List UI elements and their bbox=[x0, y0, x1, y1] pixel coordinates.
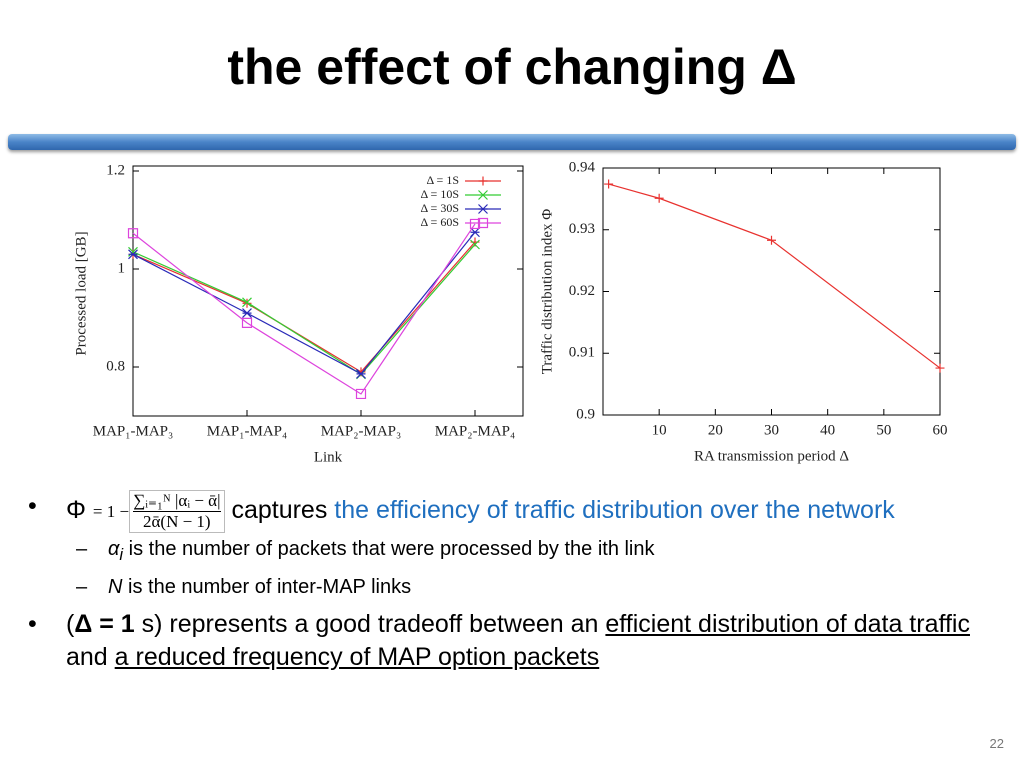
marker bbox=[355, 388, 367, 400]
y-tick-label: 0.94 bbox=[569, 159, 596, 175]
x-axis-label: RA transmission period Δ bbox=[694, 448, 849, 464]
marker bbox=[242, 297, 252, 308]
marker bbox=[127, 228, 139, 239]
y-axis-label: Processed load [GB] bbox=[73, 231, 89, 355]
series-line bbox=[132, 244, 476, 376]
page-number: 22 bbox=[989, 736, 1004, 751]
plot-frame bbox=[132, 165, 524, 417]
marker bbox=[242, 298, 252, 308]
series-line bbox=[132, 231, 476, 375]
x-tick-label: 30 bbox=[764, 422, 779, 438]
paren: ( bbox=[66, 610, 75, 638]
x-tick-label: 60 bbox=[933, 422, 948, 438]
bullet: • Φ = 1 − ∑ᵢ₌₁ᴺ |αᵢ − ᾱ| 2ᾱ(N − 1) captures… bbox=[28, 490, 895, 533]
y-tick-label: 0.92 bbox=[569, 283, 595, 299]
marker bbox=[241, 317, 253, 328]
marker bbox=[242, 308, 252, 319]
sub-bullet: – αi is the number of packets that were p… bbox=[76, 538, 655, 564]
title-bar bbox=[8, 134, 1016, 150]
formula: ∑ᵢ₌₁ᴺ |αᵢ − ᾱ| 2ᾱ(N − 1) bbox=[129, 490, 225, 533]
marker bbox=[654, 193, 664, 203]
formula-lead: = 1 − bbox=[92, 502, 130, 521]
y-tick-label: 0.8 bbox=[106, 358, 125, 374]
y-axis-label: Traffic distribution index Φ bbox=[539, 209, 555, 375]
x-tick-label: 50 bbox=[876, 422, 891, 438]
legend-label: Δ = 60S bbox=[421, 215, 460, 229]
slide-body: • Φ = 1 − ∑ᵢ₌₁ᴺ |αᵢ − ᾱ| 2ᾱ(N − 1) captures… bbox=[24, 490, 994, 674]
marker bbox=[935, 363, 945, 373]
x-tick-label: 10 bbox=[652, 422, 667, 438]
legend-label: Δ = 10S bbox=[421, 187, 460, 201]
x-tick-label: 40 bbox=[820, 422, 835, 438]
marker bbox=[767, 235, 776, 245]
sub-bullet: – N is the number of inter-MAP links bbox=[76, 576, 412, 598]
y-tick-label: 0.9 bbox=[576, 406, 595, 422]
marker bbox=[478, 190, 488, 200]
bullet-text: and bbox=[66, 643, 108, 671]
marker bbox=[478, 204, 488, 214]
marker bbox=[470, 239, 480, 250]
legend-label: Δ = 1S bbox=[427, 173, 460, 187]
bullet: • (Δ = 1 s) represents a good tradeoff be… bbox=[28, 610, 970, 671]
var-index: i bbox=[119, 545, 124, 564]
phi: Φ bbox=[66, 496, 86, 525]
series-line bbox=[132, 223, 476, 395]
x-axis-label: Link bbox=[314, 449, 343, 465]
x-tick-label: MAP₂-MAP₄ bbox=[435, 423, 515, 439]
bullet-highlight: the efficiency of traffic distribution o… bbox=[334, 496, 895, 525]
x-tick-label: MAP₁-MAP₄ bbox=[207, 423, 287, 439]
formula-numerator: ∑ᵢ₌₁ᴺ |αᵢ − ᾱ| bbox=[133, 491, 221, 512]
formula-denominator: 2ᾱ(N − 1) bbox=[143, 512, 211, 531]
x-tick-label: MAP₂-MAP₃ bbox=[321, 423, 401, 439]
marker bbox=[469, 218, 481, 230]
legend-label: Δ = 30S bbox=[421, 201, 460, 215]
underlined-text: efficient distribution of data traffic bbox=[605, 610, 970, 638]
marker bbox=[477, 217, 489, 229]
bold-text: Δ = 1 bbox=[74, 610, 135, 638]
slide-title: the effect of changing Δ bbox=[227, 39, 797, 95]
marker bbox=[478, 176, 488, 186]
var: α bbox=[108, 538, 120, 560]
charts: 0.8 1 1.2 MAP₁-MAP₃ MAP₁-MAP₄ MAP₂-MAP₃ MAP₂-M… bbox=[73, 159, 948, 465]
marker bbox=[604, 179, 614, 189]
y-tick-label: 1 bbox=[118, 260, 126, 276]
x-tick-label: MAP₁-MAP₃ bbox=[93, 423, 173, 439]
x-tick-label: 20 bbox=[708, 422, 723, 438]
var: N bbox=[108, 576, 123, 598]
y-tick-label: 0.93 bbox=[569, 221, 595, 237]
series-line bbox=[132, 241, 476, 373]
bullet-text: captures bbox=[231, 496, 328, 525]
y-tick-label: 1.2 bbox=[106, 162, 125, 178]
bullet-text: s) represents a good tradeoff between an bbox=[141, 610, 599, 638]
marker bbox=[128, 249, 138, 260]
plot-frame bbox=[602, 167, 941, 416]
underlined-text: a reduced frequency of MAP option packet… bbox=[114, 643, 600, 671]
series-line bbox=[608, 183, 941, 369]
y-tick-label: 0.91 bbox=[569, 345, 595, 361]
sub-text: is the number of inter-MAP links bbox=[128, 576, 412, 598]
marker bbox=[356, 368, 366, 379]
sub-text: is the number of packets that were proce… bbox=[128, 538, 655, 560]
